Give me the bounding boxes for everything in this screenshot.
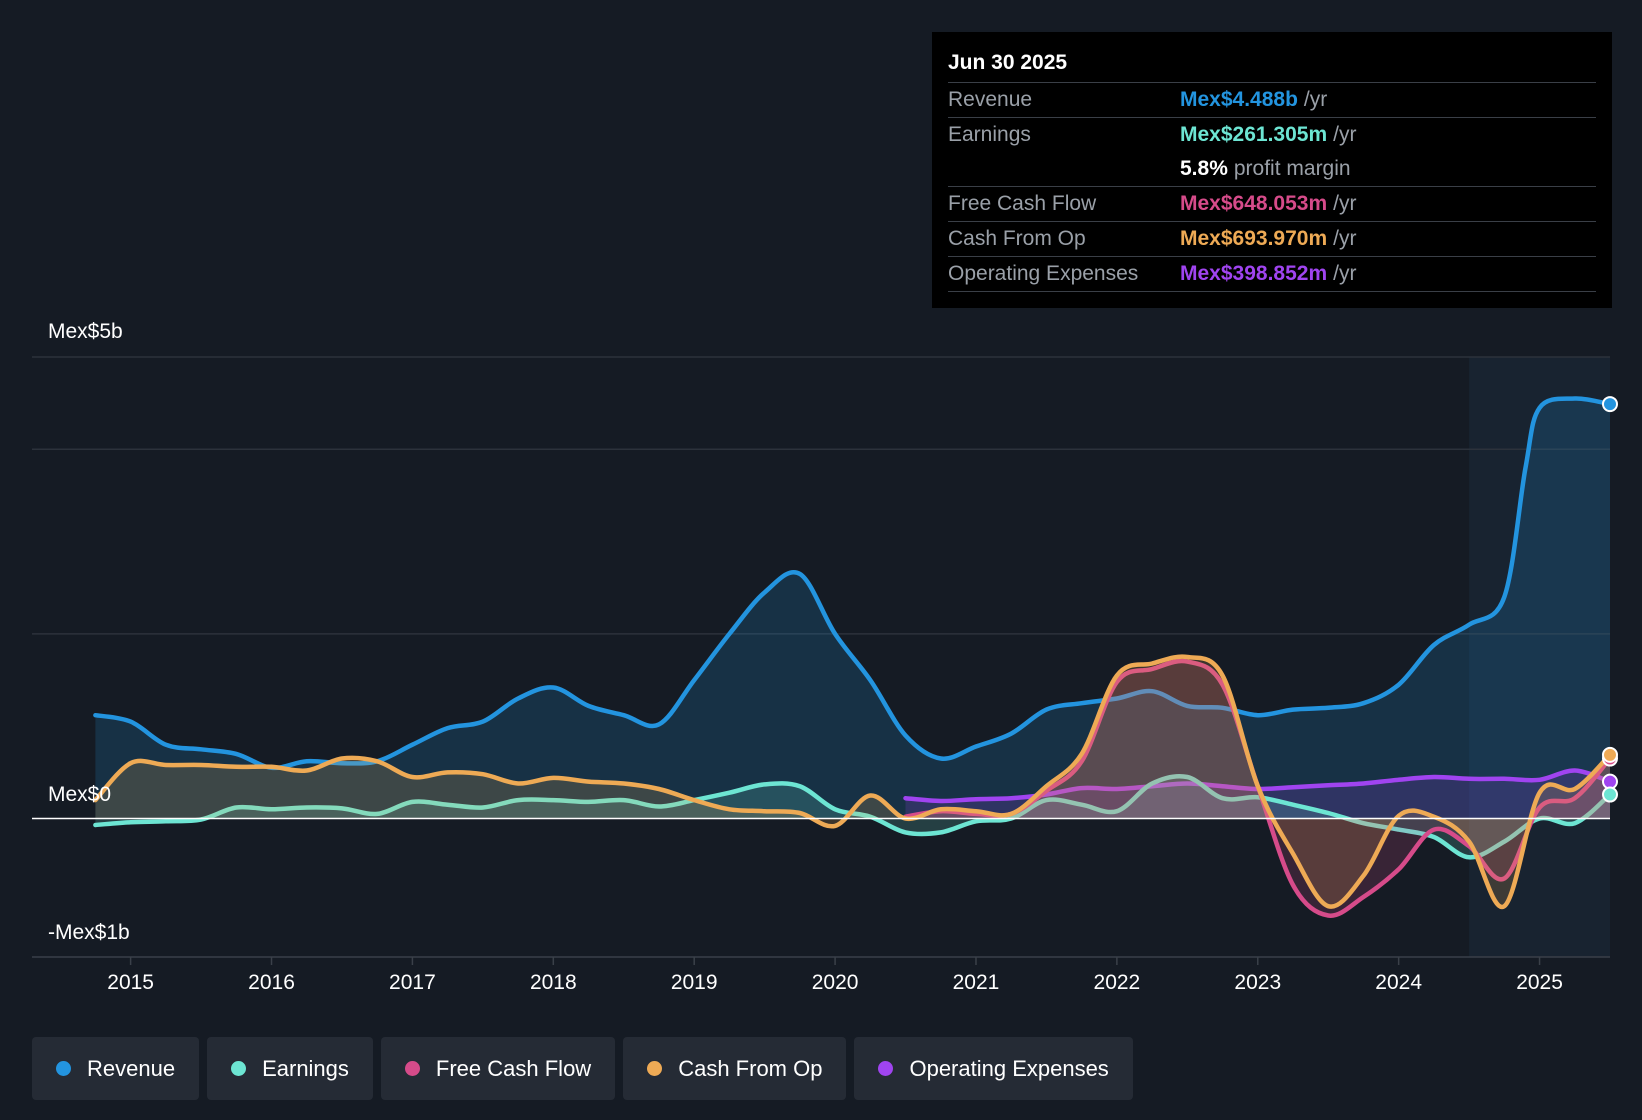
x-tick-label: 2025 — [1516, 971, 1563, 994]
legend-item-operating-expenses[interactable]: Operating Expenses — [854, 1037, 1133, 1100]
gridlines — [32, 356, 1610, 635]
tooltip-label: Earnings — [948, 123, 1031, 146]
x-tick-label: 2015 — [107, 971, 154, 994]
series-end-dot-earnings — [1602, 786, 1618, 803]
tooltip-label: Revenue — [948, 88, 1033, 111]
x-tick-label: 2018 — [530, 971, 577, 994]
x-tick-label: 2019 — [671, 971, 718, 994]
tooltip-value: Mex$693.970m — [1180, 227, 1328, 250]
legend-label: Free Cash Flow — [435, 1055, 592, 1081]
legend-label: Earnings — [262, 1055, 349, 1081]
tooltip-row-operating-expenses: Operating Expenses Mex$398.852m /yr — [948, 257, 1596, 292]
x-tick-label: 2017 — [389, 971, 436, 994]
tooltip-unit: /yr — [1333, 123, 1357, 146]
legend-label: Operating Expenses — [909, 1055, 1109, 1081]
tooltip-unit: /yr — [1333, 192, 1357, 215]
series-end-dot-operating-expenses — [1602, 773, 1618, 790]
forecast-highlight-band — [1469, 357, 1610, 957]
series-area-earnings — [95, 776, 1610, 858]
tooltip-row-profit-margin: 5.8% profit margin — [948, 152, 1596, 187]
x-tick-label: 2023 — [1234, 971, 1281, 994]
legend-dot-icon — [404, 1061, 420, 1076]
tooltip-label: Operating Expenses — [948, 262, 1139, 285]
legend-dot-icon — [56, 1061, 71, 1076]
tooltip-row-earnings: Earnings Mex$261.305m /yr — [948, 118, 1596, 152]
tooltip-row-free-cash-flow: Free Cash Flow Mex$648.053m /yr — [948, 187, 1596, 222]
x-tick-label: 2024 — [1375, 971, 1422, 994]
legend: Revenue Earnings Free Cash Flow Cash Fro… — [32, 1037, 1133, 1100]
legend-dot-icon — [878, 1061, 894, 1076]
tooltip-value: Mex$648.053m — [1180, 192, 1328, 215]
series-area-cash-from-op — [95, 656, 1610, 907]
tooltip-value: Mex$4.488b — [1180, 88, 1298, 111]
series-group — [93, 396, 1610, 918]
tooltip-value: Mex$261.305m — [1180, 123, 1328, 146]
x-tick-label: 2021 — [953, 971, 1000, 994]
tooltip-date: Jun 30 2025 — [948, 46, 1596, 83]
tooltip: Jun 30 2025 Revenue Mex$4.488b /yr Earni… — [932, 32, 1612, 308]
legend-dot-icon — [231, 1061, 247, 1076]
legend-item-revenue[interactable]: Revenue — [32, 1037, 200, 1100]
x-tick-label: 2016 — [248, 971, 295, 994]
tooltip-unit: profit margin — [1233, 157, 1351, 180]
x-axis-ticks: 2015 2016 2017 2018 2019 2020 2021 2022 2023 2024… — [107, 957, 1563, 994]
legend-label: Revenue — [87, 1055, 176, 1081]
legend-dot-icon — [647, 1061, 663, 1076]
tooltip-value: 5.8% — [1180, 157, 1228, 180]
x-tick-label: 2020 — [812, 971, 859, 994]
legend-label: Cash From Op — [678, 1055, 823, 1081]
series-end-dot-cash-from-op — [1602, 746, 1618, 763]
series-area-revenue — [95, 398, 1610, 819]
series-end-dot-revenue — [1602, 396, 1618, 413]
tooltip-label: Free Cash Flow — [948, 192, 1097, 215]
series-line-cash-from-op — [93, 654, 1610, 910]
x-tick-label: 2022 — [1094, 971, 1141, 994]
series-line-revenue — [93, 396, 1610, 771]
y-label-zero: Mex$0 — [48, 783, 112, 806]
tooltip-row-cash-from-op: Cash From Op Mex$693.970m /yr — [948, 222, 1596, 257]
y-label-bottom: -Mex$1b — [48, 921, 130, 944]
legend-item-earnings[interactable]: Earnings — [207, 1037, 373, 1100]
tooltip-unit: /yr — [1333, 227, 1357, 250]
tooltip-value: Mex$398.852m — [1180, 262, 1328, 285]
end-dots — [1602, 396, 1618, 803]
legend-item-free-cash-flow[interactable]: Free Cash Flow — [380, 1037, 616, 1100]
tooltip-row-revenue: Revenue Mex$4.488b /yr — [948, 83, 1596, 118]
tooltip-unit: /yr — [1333, 262, 1357, 285]
tooltip-label: Cash From Op — [948, 227, 1086, 250]
y-label-top: Mex$5b — [48, 320, 123, 343]
legend-item-cash-from-op[interactable]: Cash From Op — [623, 1037, 847, 1100]
tooltip-unit: /yr — [1303, 88, 1328, 111]
